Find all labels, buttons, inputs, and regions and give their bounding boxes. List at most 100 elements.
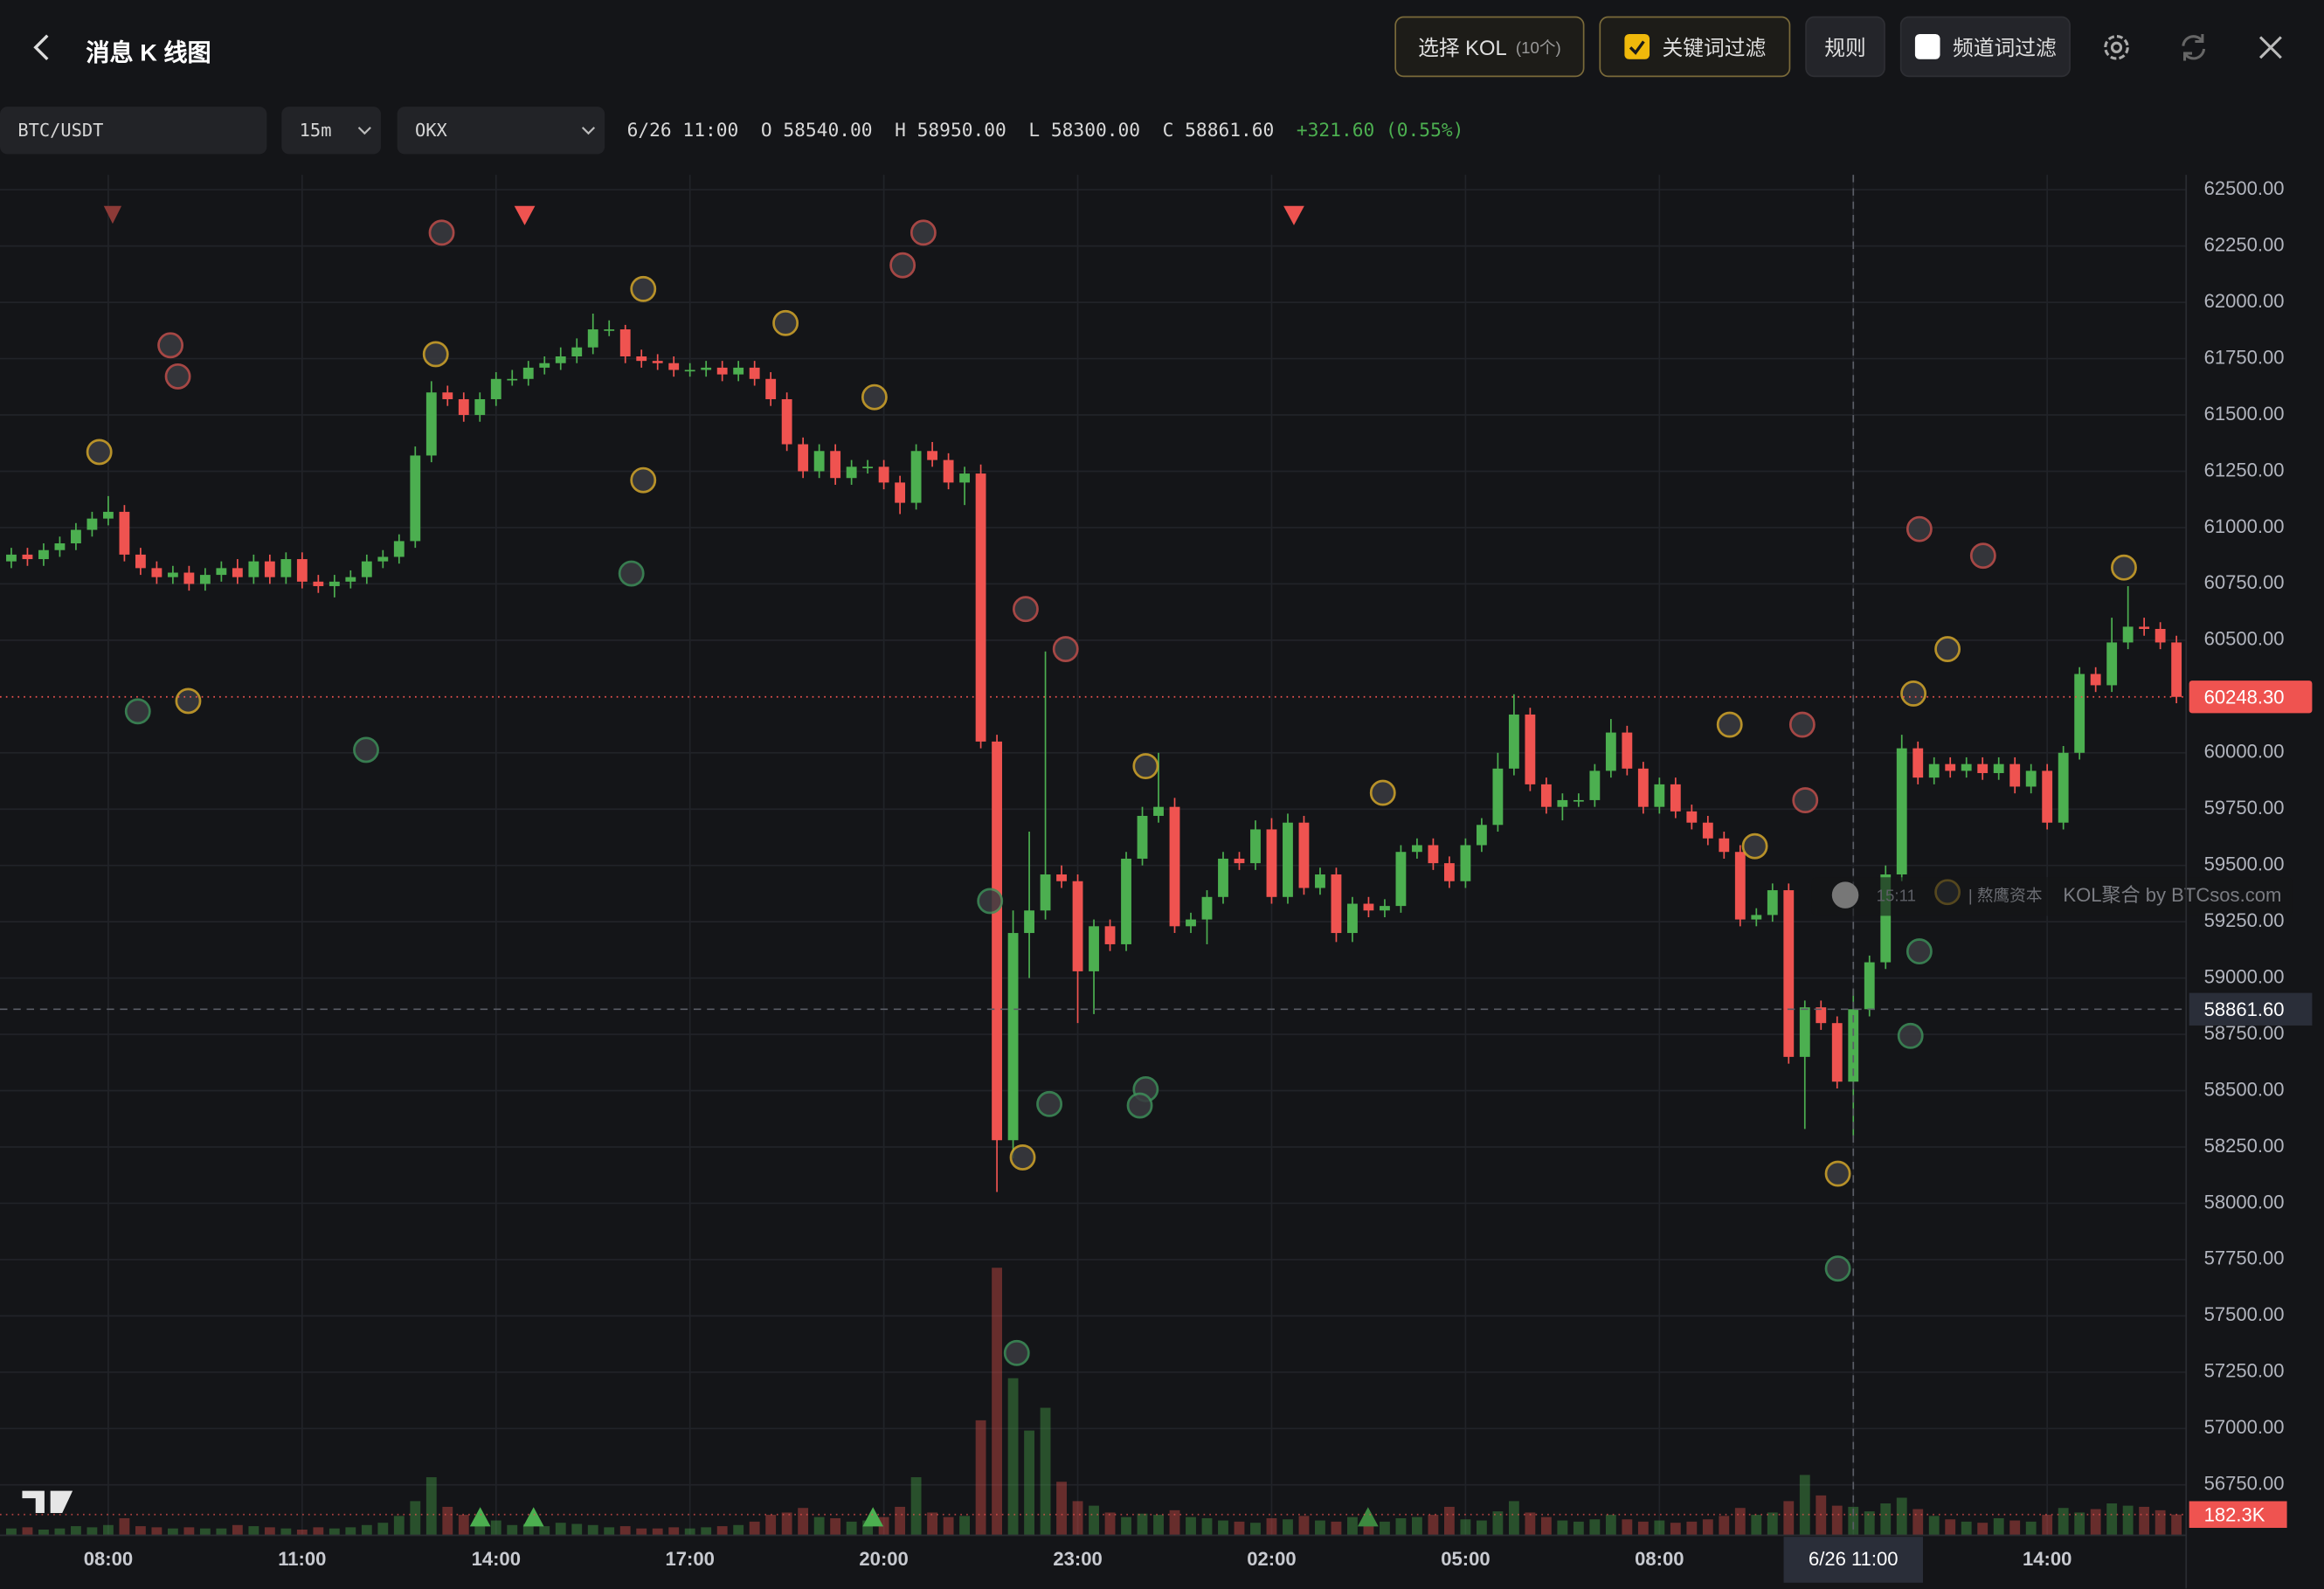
news-avatar[interactable] bbox=[772, 309, 799, 336]
news-avatar[interactable] bbox=[977, 888, 1004, 915]
volume-bar bbox=[1848, 1506, 1859, 1536]
news-avatar[interactable] bbox=[1824, 1255, 1851, 1282]
sell-marker[interactable] bbox=[1283, 205, 1304, 225]
candle-body bbox=[2139, 626, 2150, 629]
candle-body bbox=[329, 581, 340, 586]
news-avatar[interactable] bbox=[1906, 515, 1933, 542]
news-avatar[interactable] bbox=[1716, 711, 1743, 738]
news-avatar[interactable] bbox=[1906, 938, 1933, 965]
volume-bar bbox=[1089, 1505, 1099, 1536]
y-tick-label: 59750.00 bbox=[2204, 797, 2285, 819]
news-avatar[interactable] bbox=[1824, 1160, 1851, 1187]
keyword-filter-toggle[interactable]: 关键词过滤 bbox=[1599, 16, 1791, 78]
news-avatar[interactable] bbox=[1036, 1090, 1063, 1117]
news-avatar[interactable] bbox=[353, 736, 379, 763]
interval-select[interactable]: 15m bbox=[281, 107, 381, 155]
candle-body bbox=[716, 367, 728, 375]
candle-body bbox=[2025, 770, 2037, 787]
candle-body bbox=[1912, 748, 1924, 778]
news-avatar[interactable] bbox=[1792, 787, 1819, 814]
volume-bar bbox=[1266, 1517, 1277, 1536]
volume-bar bbox=[1573, 1521, 1584, 1536]
buy-marker[interactable] bbox=[1357, 1507, 1379, 1527]
news-avatar[interactable] bbox=[2111, 554, 2137, 581]
channel-filter-toggle[interactable]: 频道词过滤 bbox=[1899, 16, 2071, 78]
channel-checkbox[interactable] bbox=[1913, 34, 1940, 59]
news-avatar[interactable] bbox=[1788, 711, 1816, 738]
news-avatar[interactable] bbox=[1900, 681, 1927, 707]
news-avatar[interactable] bbox=[1934, 636, 1961, 662]
news-avatar[interactable] bbox=[428, 219, 455, 246]
news-avatar[interactable] bbox=[1009, 1143, 1036, 1171]
news-avatar[interactable] bbox=[175, 687, 202, 715]
news-avatar[interactable] bbox=[1969, 542, 1996, 570]
sell-marker[interactable] bbox=[514, 205, 536, 225]
candle-body bbox=[345, 577, 356, 582]
candle-body bbox=[1864, 962, 1875, 1010]
candle-body bbox=[313, 581, 324, 586]
news-avatar[interactable] bbox=[164, 363, 191, 390]
volume-bar bbox=[733, 1524, 744, 1536]
candle-body bbox=[587, 329, 598, 348]
buy-marker[interactable] bbox=[469, 1507, 491, 1527]
candle-body bbox=[135, 554, 146, 569]
volume-bar bbox=[1007, 1378, 1019, 1536]
volume-bar bbox=[167, 1528, 178, 1536]
news-avatar[interactable] bbox=[124, 698, 151, 725]
x-tick-label: 17:00 bbox=[665, 1548, 714, 1570]
news-avatar[interactable] bbox=[861, 383, 888, 411]
y-tick-label: 61000.00 bbox=[2204, 515, 2285, 537]
keyword-checkbox[interactable] bbox=[1623, 34, 1650, 59]
rules-button[interactable]: 规则 bbox=[1805, 16, 1885, 78]
candle-body bbox=[1137, 815, 1148, 859]
back-button[interactable] bbox=[27, 31, 59, 64]
news-avatar[interactable] bbox=[1013, 596, 1039, 623]
kol-select-button[interactable]: 选择 KOL (10个) bbox=[1394, 16, 1585, 78]
overlay bbox=[0, 175, 2187, 1536]
close-button[interactable] bbox=[2253, 30, 2289, 66]
buy-marker[interactable] bbox=[862, 1507, 884, 1527]
news-avatar[interactable] bbox=[1897, 1022, 1924, 1049]
news-avatar[interactable] bbox=[86, 439, 113, 466]
symbol-input[interactable]: BTC/USDT bbox=[0, 107, 267, 155]
news-avatar[interactable] bbox=[1132, 753, 1159, 779]
symbol: BTC/USDT bbox=[17, 120, 104, 142]
y-tick-label: 58500.00 bbox=[2204, 1078, 2285, 1100]
news-avatar[interactable] bbox=[1741, 832, 1768, 860]
candle-body bbox=[1072, 881, 1083, 971]
volume-bar bbox=[102, 1524, 114, 1536]
exchange-select[interactable]: OKX bbox=[397, 107, 605, 155]
candle-body bbox=[1266, 829, 1277, 897]
volume-bar bbox=[1719, 1516, 1730, 1536]
candle-body bbox=[54, 542, 66, 550]
volume-bar bbox=[1525, 1512, 1536, 1536]
news-avatar[interactable] bbox=[618, 560, 645, 587]
news-avatar[interactable] bbox=[422, 341, 449, 368]
volume-bar bbox=[1460, 1519, 1471, 1536]
checkbox-fill bbox=[1913, 34, 1940, 59]
news-avatar[interactable] bbox=[1369, 779, 1396, 806]
news-avatar[interactable] bbox=[157, 332, 184, 359]
candle-body bbox=[1460, 845, 1471, 881]
news-avatar[interactable] bbox=[889, 252, 916, 279]
news-avatar[interactable] bbox=[1003, 1339, 1030, 1366]
open-label: O bbox=[760, 118, 772, 142]
candle-body bbox=[1525, 714, 1536, 784]
change-value: +321.60 (0.55%) bbox=[1296, 118, 1464, 142]
news-avatar[interactable] bbox=[1126, 1092, 1153, 1119]
news-avatar[interactable] bbox=[910, 219, 937, 246]
news-avatar[interactable] bbox=[630, 275, 657, 302]
candle-body bbox=[862, 466, 874, 469]
candle-body bbox=[102, 511, 114, 519]
candle-body bbox=[636, 356, 647, 362]
news-avatar[interactable] bbox=[630, 466, 657, 494]
volume-bar bbox=[830, 1517, 841, 1536]
candle-body bbox=[1622, 732, 1633, 769]
settings-button[interactable] bbox=[2099, 30, 2134, 66]
volume-bar bbox=[1945, 1519, 1956, 1536]
sell-marker[interactable] bbox=[103, 205, 122, 225]
buy-marker[interactable] bbox=[522, 1507, 544, 1527]
refresh-button[interactable] bbox=[2175, 30, 2211, 66]
news-avatar[interactable] bbox=[1052, 636, 1079, 662]
